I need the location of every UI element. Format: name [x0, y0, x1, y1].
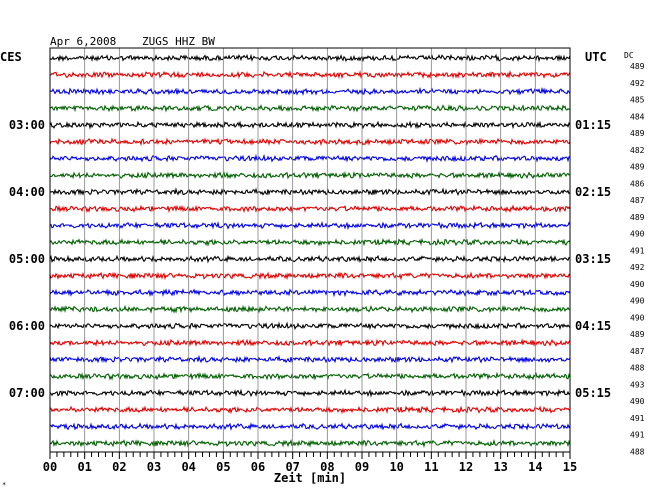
plot-frame	[49, 47, 571, 453]
right-hour-label: 03:15	[575, 252, 611, 266]
x-tick-label: 02	[112, 460, 126, 474]
x-tick-label: 07	[285, 460, 299, 474]
trace-line	[49, 70, 571, 80]
dc-offset-labels: 489 492 485 484 489 482 489 486 487 489 490 491 492 4…	[630, 62, 645, 456]
left-hour-label: 04:00	[9, 185, 45, 199]
dc-offset-value: 489	[630, 330, 645, 339]
dc-offset-value: 489	[630, 62, 645, 71]
x-tick-label: 11	[424, 460, 438, 474]
dc-offset-value: 491	[630, 246, 645, 255]
dc-offset-value: 482	[630, 146, 645, 155]
left-hour-label: 03:00	[9, 118, 45, 132]
chart-date: Apr 6,2008	[50, 35, 116, 48]
right-hour-labels: 01:15 02:15 03:15 04:15 05:15	[575, 118, 611, 400]
dc-offset-value: 490	[630, 280, 645, 289]
minute-grid	[84, 48, 536, 452]
dc-column-label: DC	[624, 51, 634, 60]
trace-line	[49, 304, 571, 314]
dc-offset-value: 490	[630, 397, 645, 406]
dc-offset-value: 491	[630, 414, 645, 423]
right-timezone-label: UTC	[585, 50, 607, 64]
x-axis: 00 01 02 03 04 05 06 07 08 09 10 11 12 13 14 15	[43, 452, 577, 474]
left-timezone-label: CES	[0, 50, 22, 64]
trace-line	[49, 120, 571, 130]
trace-line	[49, 86, 571, 96]
trace-line	[49, 422, 571, 431]
trace-line	[49, 53, 571, 63]
x-tick-label: 14	[528, 460, 542, 474]
chart-station: ZUGS HHZ BW	[142, 35, 215, 48]
dc-offset-value: 486	[630, 179, 645, 188]
dc-offset-value: 493	[630, 380, 645, 389]
trace-line	[49, 237, 571, 247]
x-tick-label: 08	[320, 460, 334, 474]
trace-line	[49, 187, 571, 197]
dc-offset-value: 491	[630, 431, 645, 440]
x-tick-label: 03	[147, 460, 161, 474]
dc-offset-value: 485	[630, 96, 645, 105]
x-tick-label: 01	[77, 460, 91, 474]
x-tick-label: 00	[43, 460, 57, 474]
x-axis-label: Zeit [min]	[274, 471, 346, 485]
right-hour-label: 05:15	[575, 386, 611, 400]
corner-mark: *	[2, 481, 6, 489]
left-hour-labels: 03:00 04:00 05:00 06:00 07:00	[9, 118, 45, 400]
trace-line	[49, 438, 571, 449]
x-tick-label: 05	[216, 460, 230, 474]
left-hour-label: 06:00	[9, 319, 45, 333]
trace-line	[49, 321, 571, 331]
trace-line	[49, 405, 571, 415]
dc-offset-value: 490	[630, 313, 645, 322]
trace-line	[49, 271, 571, 281]
trace-line	[49, 388, 571, 398]
right-hour-label: 02:15	[575, 185, 611, 199]
x-tick-label: 15	[563, 460, 577, 474]
dc-offset-value: 492	[630, 79, 645, 88]
trace-line	[49, 354, 571, 364]
x-tick-label: 09	[355, 460, 369, 474]
left-hour-label: 07:00	[9, 386, 45, 400]
trace-line	[49, 153, 571, 164]
dc-offset-value: 490	[630, 297, 645, 306]
trace-line	[49, 288, 571, 298]
trace-lines	[49, 53, 571, 449]
dc-offset-value: 489	[630, 213, 645, 222]
dc-offset-value: 487	[630, 347, 645, 356]
x-tick-label: 06	[251, 460, 265, 474]
trace-line	[49, 254, 571, 264]
trace-line	[49, 220, 571, 231]
dc-offset-value: 490	[630, 230, 645, 239]
trace-line	[49, 338, 571, 348]
dc-offset-value: 489	[630, 129, 645, 138]
dc-offset-value: 489	[630, 163, 645, 172]
x-tick-label: 10	[389, 460, 403, 474]
trace-line	[49, 204, 571, 214]
x-tick-label: 13	[493, 460, 507, 474]
dc-offset-value: 484	[630, 112, 645, 121]
trace-line	[49, 137, 571, 147]
dc-offset-value: 487	[630, 196, 645, 205]
x-tick-label: 04	[181, 460, 195, 474]
trace-line	[49, 371, 571, 381]
trace-line	[49, 104, 571, 113]
dc-offset-value: 488	[630, 447, 645, 456]
trace-line	[49, 170, 571, 180]
left-hour-label: 05:00	[9, 252, 45, 266]
dc-offset-value: 492	[630, 263, 645, 272]
right-hour-label: 04:15	[575, 319, 611, 333]
x-tick-label: 12	[459, 460, 473, 474]
right-hour-label: 01:15	[575, 118, 611, 132]
dc-offset-value: 488	[630, 364, 645, 373]
